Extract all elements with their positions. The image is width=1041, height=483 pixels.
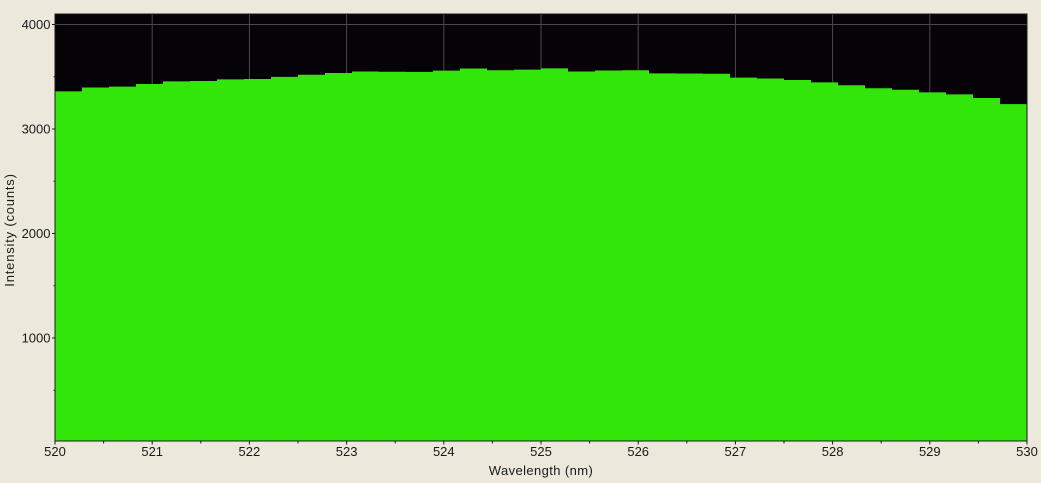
svg-text:Wavelength (nm): Wavelength (nm) (489, 463, 594, 478)
svg-text:524: 524 (433, 444, 455, 459)
svg-text:526: 526 (627, 444, 649, 459)
svg-text:3000: 3000 (22, 122, 51, 137)
svg-text:527: 527 (725, 444, 747, 459)
svg-text:528: 528 (822, 444, 844, 459)
svg-text:530: 530 (1016, 444, 1038, 459)
svg-text:529: 529 (919, 444, 941, 459)
svg-text:Intensity (counts): Intensity (counts) (2, 173, 17, 286)
svg-text:521: 521 (141, 444, 163, 459)
svg-text:520: 520 (44, 444, 66, 459)
svg-text:2000: 2000 (22, 226, 51, 241)
svg-text:1000: 1000 (22, 331, 51, 346)
svg-text:525: 525 (530, 444, 552, 459)
svg-text:4000: 4000 (22, 17, 51, 32)
svg-text:522: 522 (239, 444, 261, 459)
svg-text:523: 523 (336, 444, 358, 459)
